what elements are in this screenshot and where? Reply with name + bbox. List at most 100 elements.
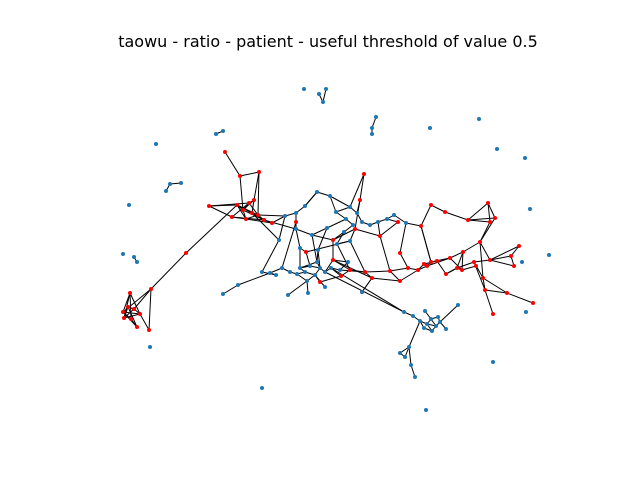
graph-node-blue: [374, 115, 378, 119]
graph-edge: [389, 270, 401, 282]
graph-edge: [349, 228, 356, 242]
graph-node-blue: [274, 273, 278, 277]
graph-node-red: [474, 264, 478, 268]
graph-node-red: [304, 250, 308, 254]
graph-edge: [269, 267, 283, 274]
graph-edge: [129, 292, 141, 315]
graph-node-blue: [318, 266, 322, 270]
graph-node-blue: [315, 260, 319, 264]
graph-node-blue: [277, 238, 281, 242]
graph-edge: [311, 227, 328, 236]
graph-node-red: [262, 218, 266, 222]
graph-node-blue: [429, 317, 433, 321]
graph-node-red: [147, 328, 151, 332]
graph-node-blue: [308, 264, 312, 268]
graph-node-red: [132, 307, 136, 311]
graph-node-blue: [411, 314, 415, 318]
graph-edge: [361, 277, 373, 293]
graph-edge: [349, 173, 365, 208]
graph-node-red: [448, 256, 452, 260]
graph-node-blue: [268, 271, 272, 275]
graph-edge: [487, 202, 496, 219]
graph-node-blue: [385, 217, 389, 221]
graph-edge: [185, 204, 238, 254]
graph-node-blue: [214, 132, 218, 136]
graph-node-red: [378, 234, 382, 238]
graph-edge: [329, 195, 351, 208]
graph-node-blue: [524, 310, 528, 314]
graph-node-red: [318, 280, 322, 284]
graph-node-blue: [434, 324, 438, 328]
graph-edge: [295, 228, 301, 249]
graph-node-red: [121, 310, 125, 314]
graph-node-blue: [334, 210, 338, 214]
edge-layer: [122, 88, 534, 378]
graph-edge: [278, 215, 286, 241]
graph-edge: [316, 191, 331, 197]
graph-node-blue: [316, 248, 320, 252]
graph-node-blue: [135, 260, 139, 264]
graph-node-red: [294, 220, 298, 224]
graph-node-blue: [376, 220, 380, 224]
graph-node-blue: [335, 242, 339, 246]
graph-node-blue: [491, 360, 495, 364]
graph-node-blue: [303, 204, 307, 208]
graph-edge: [506, 292, 534, 304]
graph-node-blue: [348, 239, 352, 243]
graph-edge: [287, 280, 308, 296]
graph-node-red: [512, 264, 516, 268]
graph-node-blue: [154, 142, 158, 146]
graph-node-blue: [329, 266, 333, 270]
graph-node-red: [493, 216, 497, 220]
graph-node-red: [250, 211, 254, 215]
graph-edge: [253, 171, 260, 201]
graph-node-blue: [164, 189, 168, 193]
graph-edge: [349, 240, 366, 273]
graph-edge: [139, 313, 150, 331]
graph-node-blue: [342, 230, 346, 234]
graph-node-blue: [323, 270, 327, 274]
graph-edge: [127, 306, 138, 328]
graph-edge: [296, 273, 308, 282]
graph-node-blue: [523, 156, 527, 160]
graph-node-red: [425, 264, 429, 268]
graph-node-blue: [260, 270, 264, 274]
graph-edge: [449, 257, 463, 271]
graph-node-red: [331, 238, 335, 242]
graph-edge: [123, 308, 135, 319]
graph-node-red: [358, 198, 362, 202]
graph-edge: [461, 265, 477, 271]
graph-node-blue: [321, 100, 325, 104]
graph-node-blue: [404, 221, 408, 225]
graph-node-blue: [370, 132, 374, 136]
graph-edge: [335, 211, 347, 220]
graph-node-blue: [221, 292, 225, 296]
graph-node-blue: [355, 211, 359, 215]
graph-node-blue: [438, 320, 442, 324]
graph-edge: [257, 214, 286, 217]
graph-node-red: [486, 201, 490, 205]
graph-edge: [339, 269, 366, 273]
graph-edge: [263, 219, 297, 230]
graph-node-blue: [348, 205, 352, 209]
graph-node-blue: [288, 270, 292, 274]
graph-edge: [467, 217, 496, 221]
graph-node-red: [184, 251, 188, 255]
graph-node-red: [478, 240, 482, 244]
graph-edge: [329, 195, 337, 213]
graph-node-blue: [456, 303, 460, 307]
graph-node-blue: [346, 260, 350, 264]
graph-node-blue: [148, 345, 152, 349]
graph-node-red: [488, 220, 492, 224]
graph-node-red: [398, 251, 402, 255]
graph-node-red: [122, 316, 126, 320]
graph-node-red: [429, 203, 433, 207]
graph-node-blue: [294, 227, 298, 231]
graph-node-blue: [310, 233, 314, 237]
graph-edge: [467, 219, 491, 223]
graph-edge: [420, 225, 432, 263]
graph-node-red: [129, 317, 133, 321]
graph-edge: [439, 304, 459, 323]
graph-node-blue: [444, 327, 448, 331]
